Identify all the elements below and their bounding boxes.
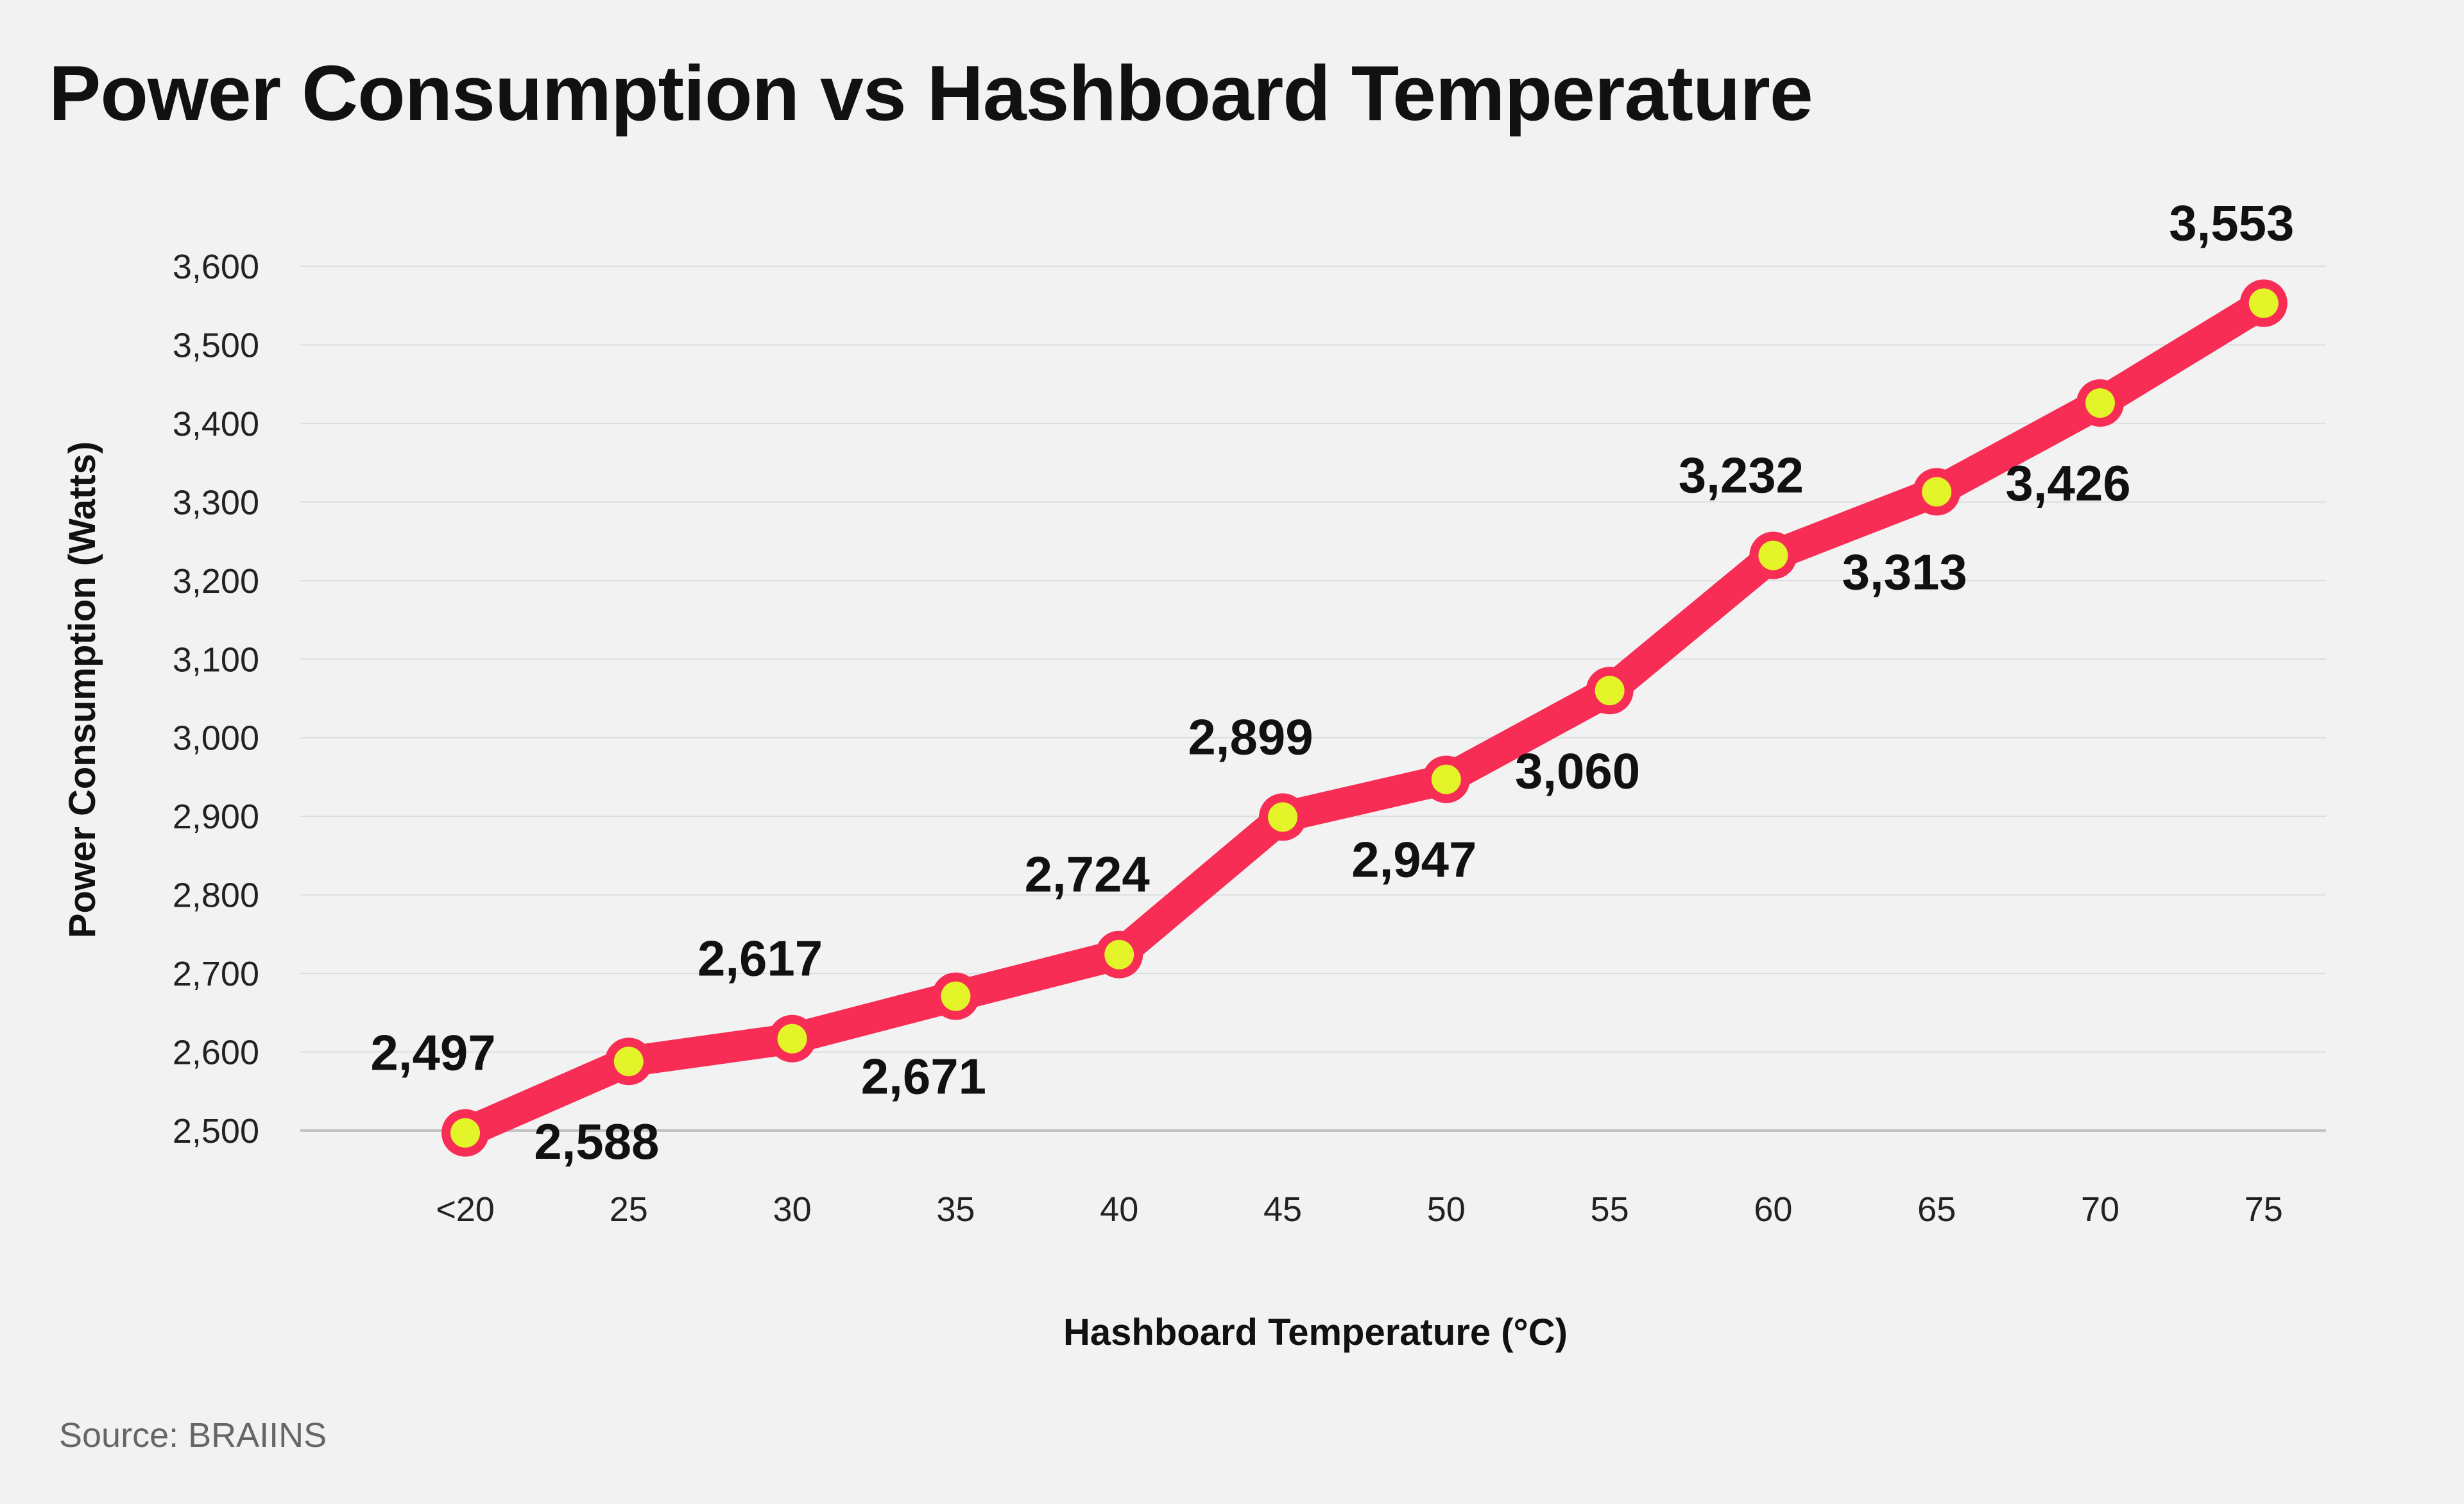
x-tick-label: 70 xyxy=(2081,1190,2119,1229)
data-point xyxy=(613,1047,644,1077)
x-axis-title: Hashboard Temperature (°C) xyxy=(1063,1312,1568,1353)
data-label: 2,497 xyxy=(370,1025,495,1081)
data-label: 2,899 xyxy=(1188,708,1313,765)
series-power-consumption xyxy=(441,279,2288,1157)
x-tick-label: 25 xyxy=(610,1190,648,1229)
y-axis-title: Power Consumption (Watts) xyxy=(62,441,103,938)
data-labels: 2,497 2,588 2,617 2,671 2,724 2,899 2,947 3,060… xyxy=(370,195,2294,1170)
data-point xyxy=(1104,939,1134,970)
data-label: 2,588 xyxy=(534,1113,659,1170)
data-point xyxy=(1595,676,1625,706)
data-point xyxy=(1758,540,1788,570)
data-label: 2,947 xyxy=(1351,832,1476,888)
chart-title: Power Consumption vs Hashboard Temperatu… xyxy=(49,49,1813,137)
y-tick-label: 2,900 xyxy=(173,798,259,836)
y-tick-label: 3,300 xyxy=(173,483,259,522)
y-tick-label: 3,500 xyxy=(173,326,259,364)
x-tick-label: 60 xyxy=(1754,1190,1792,1229)
y-tick-label: 2,700 xyxy=(173,955,259,993)
y-tick-label: 3,400 xyxy=(173,405,259,443)
data-label: 3,232 xyxy=(1679,447,1804,504)
series-line xyxy=(450,287,2279,1149)
data-label: 3,426 xyxy=(2005,455,2130,511)
data-point xyxy=(941,981,971,1011)
data-point xyxy=(777,1023,807,1054)
data-label: 3,553 xyxy=(2169,195,2294,252)
data-point xyxy=(1922,477,1952,507)
x-tick-label: 65 xyxy=(1917,1190,1956,1229)
source-note: Source: BRAIINS xyxy=(59,1416,327,1455)
data-point xyxy=(1268,802,1297,832)
data-point xyxy=(2085,388,2115,418)
y-tick-label: 2,500 xyxy=(173,1112,259,1150)
grid-lines xyxy=(300,266,2326,1132)
data-label: 3,060 xyxy=(1515,742,1640,799)
data-label: 2,671 xyxy=(861,1048,986,1105)
x-tick-label: 75 xyxy=(2245,1190,2283,1229)
data-point xyxy=(1431,764,1461,794)
x-tick-label: 40 xyxy=(1100,1190,1138,1229)
x-tick-label: <20 xyxy=(436,1190,495,1229)
data-label: 3,313 xyxy=(1842,543,1967,600)
data-label: 2,617 xyxy=(697,930,823,987)
y-tick-label: 3,600 xyxy=(173,248,259,286)
data-point xyxy=(450,1118,480,1148)
data-point xyxy=(2248,288,2279,318)
y-tick-label: 3,000 xyxy=(173,719,259,758)
x-axis-ticks: <20 25 30 35 40 45 50 55 60 65 70 75 xyxy=(436,1190,2283,1229)
x-tick-label: 30 xyxy=(773,1190,812,1229)
x-tick-label: 35 xyxy=(936,1190,975,1229)
y-tick-label: 2,600 xyxy=(173,1034,259,1072)
x-tick-label: 55 xyxy=(1591,1190,1629,1229)
x-tick-label: 45 xyxy=(1263,1190,1302,1229)
y-tick-label: 2,800 xyxy=(173,876,259,915)
x-tick-label: 50 xyxy=(1427,1190,1466,1229)
y-axis-ticks: 2,500 2,600 2,700 2,800 2,900 3,000 3,100 3,200… xyxy=(173,248,259,1150)
y-tick-label: 3,200 xyxy=(173,562,259,601)
data-label: 2,724 xyxy=(1025,846,1150,903)
y-tick-label: 3,100 xyxy=(173,640,259,679)
